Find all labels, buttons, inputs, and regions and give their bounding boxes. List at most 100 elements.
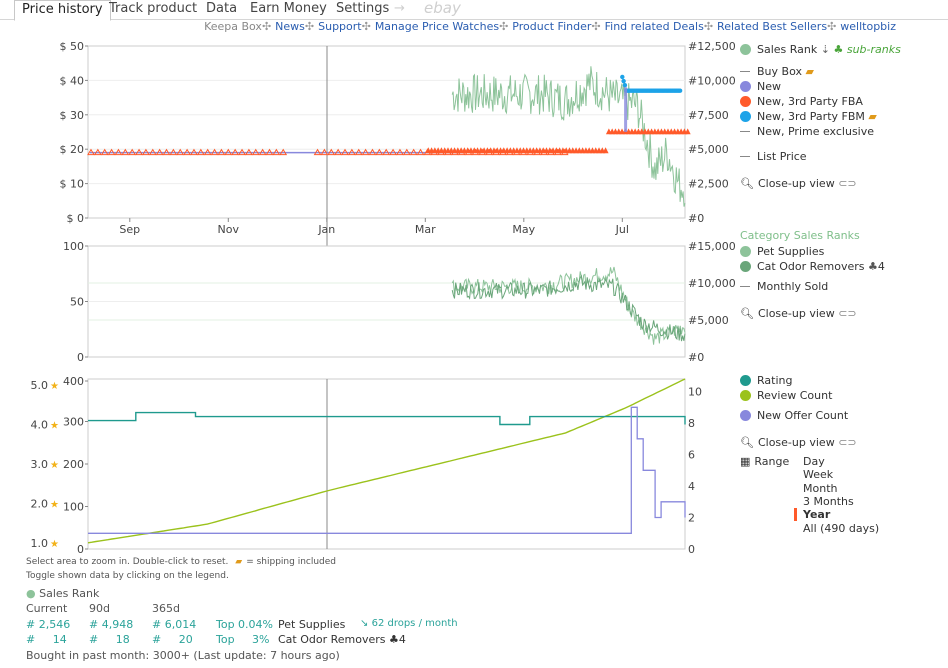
closeup-label: Close-up view — [757, 307, 835, 320]
rank-top: Top 3% — [216, 633, 270, 646]
rank-top: Top 0.04% — [216, 618, 274, 631]
calendar-icon: ▦ — [740, 455, 751, 468]
closeup-label: Close-up view — [757, 177, 835, 190]
series-fba-marker — [368, 148, 377, 156]
series-fba-marker — [231, 148, 240, 156]
rank-current: # 14 — [26, 633, 67, 646]
arrow-icon: → — [394, 1, 405, 16]
legend-review-count[interactable]: Review Count — [740, 389, 832, 403]
series-fba-marker — [382, 148, 391, 156]
series-fba-marker — [389, 148, 397, 156]
legend-new-3p-fba[interactable]: New, 3rd Party FBA — [740, 95, 863, 109]
support-link[interactable]: Support — [318, 20, 362, 33]
rank-90d: # 4,948 — [89, 618, 134, 631]
star-icon: ★ — [50, 421, 59, 432]
magnifier-icon: 🔍︎ — [740, 307, 754, 320]
series-fba-marker — [402, 148, 411, 156]
y-tick-label: $ 20 — [60, 143, 85, 156]
tab-price-history[interactable]: Price history — [14, 0, 111, 21]
series-review-count — [87, 378, 686, 544]
tab-data[interactable]: Data — [206, 1, 238, 16]
legend-sales-rank[interactable]: Sales Rank ⇣ ♣ sub-ranks — [740, 43, 901, 57]
y-right-tick-label: #0 — [688, 212, 704, 225]
bought-past-month: Bought in past month: 3000+ (Last update… — [26, 649, 340, 662]
tab-settings[interactable]: Settings — [336, 1, 390, 16]
price-history-charts[interactable]: $ 0 #0 $ 10 #2,500 $ 20 #5,000 $ 30 #7,500 $ 40 #… — [0, 40, 736, 560]
find-related-deals-link[interactable]: Find related Deals — [604, 20, 704, 33]
x-tick-label: Nov — [218, 223, 240, 236]
zoom-hint-text: Select area to zoom in. Double-click to … — [26, 557, 229, 567]
rating-chart-area[interactable] — [87, 378, 686, 550]
x-tick-label: Jul — [615, 223, 629, 236]
toggle-icon[interactable]: ⊂⊃ — [838, 177, 857, 190]
series-fba-marker — [265, 148, 274, 156]
tab-track-product[interactable]: Track product — [109, 1, 198, 16]
sort-icon: ⇣ — [820, 43, 830, 56]
legend-label: New, Prime exclusive — [757, 125, 875, 138]
legend-list-price[interactable]: List Price — [740, 150, 807, 164]
closeup-view-2[interactable]: 🔍︎ Close-up view ⊂⊃ — [740, 307, 857, 321]
category-count: 4 — [398, 633, 406, 646]
legend-cat-odor[interactable]: Cat Odor Removers ♣4 — [740, 260, 885, 274]
manage-price-watches-link[interactable]: Manage Price Watches — [374, 20, 500, 33]
legend-new-3p-fbm[interactable]: New, 3rd Party FBM ▰ — [740, 110, 877, 124]
legend-label: List Price — [757, 150, 807, 163]
range-week[interactable]: Week — [803, 468, 834, 481]
y-right-tick-label: #5,000 — [688, 143, 729, 156]
separator-icon: ✣ — [361, 20, 371, 33]
legend-rating[interactable]: Rating — [740, 374, 792, 388]
rating-tick-label: 5.0 — [31, 379, 49, 392]
series-fba-marker — [100, 148, 109, 156]
tab-earn-money[interactable]: Earn Money — [250, 1, 327, 16]
related-best-sellers-link[interactable]: Related Best Sellers — [717, 20, 828, 33]
series-fbm-marker — [677, 88, 683, 93]
range-day[interactable]: Day — [803, 455, 825, 468]
y-right-tick-label: #10,000 — [688, 277, 735, 290]
toggle-icon[interactable]: ⊂⊃ — [838, 307, 857, 320]
legend-monthly-sold[interactable]: Monthly Sold — [740, 280, 828, 294]
offer-tick-label: 0 — [688, 543, 695, 556]
series-fba-marker — [354, 148, 363, 156]
y-tick-label: $ 40 — [60, 74, 85, 87]
legend-pet-supplies[interactable]: Pet Supplies — [740, 245, 824, 259]
legend-new[interactable]: New — [740, 80, 781, 94]
offer-tick-label: 10 — [688, 386, 702, 399]
range-all[interactable]: All (490 days) — [803, 522, 880, 535]
price-chart-area[interactable] — [87, 45, 686, 219]
y-right-tick-label: #5,000 — [688, 314, 729, 327]
range-year[interactable]: Year — [803, 508, 831, 521]
y-right-tick-label: #10,000 — [688, 74, 735, 87]
offer-tick-label: 8 — [688, 417, 695, 430]
separator-icon: ✣ — [261, 20, 272, 33]
star-icon: ★ — [50, 381, 59, 392]
rank-category[interactable]: Pet Supplies — [278, 618, 346, 631]
closeup-view-3[interactable]: 🔍︎ Close-up view ⊂⊃ — [740, 436, 857, 450]
legend-new-prime[interactable]: New, Prime exclusive — [740, 125, 874, 139]
offer-tick-label: 2 — [688, 512, 695, 525]
legend-dot — [740, 96, 751, 107]
closeup-label: Close-up view — [757, 436, 835, 449]
ebay-logo[interactable]: ebay — [424, 0, 461, 17]
series-fba-marker — [251, 148, 260, 156]
series-fba-marker — [684, 128, 691, 135]
series-fba-marker — [334, 148, 343, 156]
series-fba-marker — [203, 148, 212, 156]
series-fba-marker — [196, 148, 205, 156]
range-3-months[interactable]: 3 Months — [803, 495, 854, 508]
range-month[interactable]: Month — [803, 482, 838, 495]
keepa-box-link[interactable]: Keepa Box — [204, 20, 262, 33]
rank-category[interactable]: Cat Odor Removers ♣4 — [278, 633, 406, 646]
welltopbiz-link[interactable]: welltopbiz — [840, 20, 896, 33]
sub-ranks-link[interactable]: ♣ sub-ranks — [833, 43, 901, 56]
legend-new-offer-count[interactable]: New Offer Count — [740, 409, 848, 423]
closeup-view-1[interactable]: 🔍︎ Close-up view ⊂⊃ — [740, 177, 857, 191]
review-tick-label: 200 — [63, 458, 84, 471]
series-fba-marker — [320, 148, 329, 156]
col-90d: 90d — [89, 602, 110, 615]
product-finder-link[interactable]: Product Finder — [512, 20, 592, 33]
sales-rank-title: ● Sales Rank — [26, 587, 99, 600]
toggle-icon[interactable]: ⊂⊃ — [838, 436, 857, 449]
news-link[interactable]: News — [275, 20, 305, 33]
legend-label: Rating — [757, 374, 793, 387]
legend-buy-box[interactable]: Buy Box ▰ — [740, 65, 814, 79]
